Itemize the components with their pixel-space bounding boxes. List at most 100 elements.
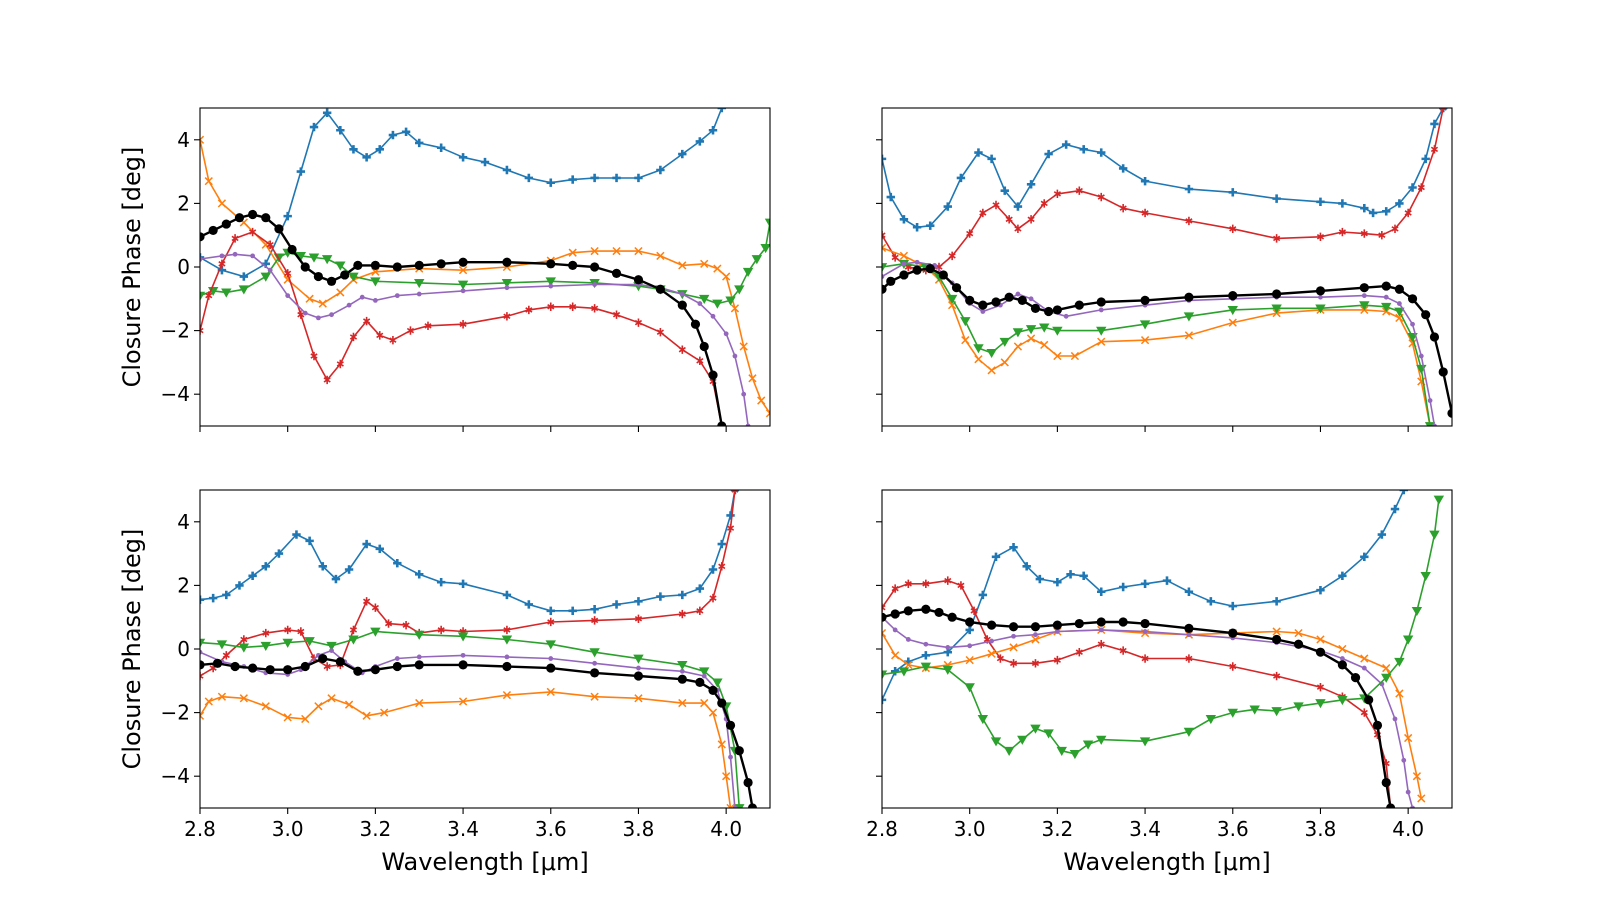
data-point [901, 261, 907, 267]
data-point [592, 282, 598, 287]
data-point [314, 702, 323, 711]
data-point [945, 645, 951, 650]
data-point [590, 173, 599, 183]
data-point [904, 660, 913, 670]
data-point [1017, 295, 1027, 305]
data-point [284, 269, 292, 278]
data-point [977, 715, 989, 725]
data-point [1382, 663, 1391, 673]
data-point [1140, 336, 1150, 345]
data-point [1044, 306, 1054, 317]
data-point [375, 145, 384, 154]
data-point [327, 694, 336, 703]
data-point [1119, 646, 1127, 655]
data-point [633, 671, 644, 681]
data-point [1074, 300, 1084, 310]
data-point [335, 261, 346, 271]
data-point [882, 243, 887, 253]
data-point [1185, 216, 1193, 226]
data-point [238, 285, 250, 295]
data-point [1404, 208, 1412, 218]
data-point [222, 590, 231, 600]
data-point [990, 737, 1002, 747]
data-point [348, 272, 359, 282]
y-tick-label: −4 [161, 382, 190, 406]
data-point [437, 625, 445, 635]
data-point [1338, 227, 1346, 237]
data-point [1316, 197, 1325, 207]
data-point [1273, 671, 1281, 681]
data-point [274, 549, 284, 558]
data-point [200, 232, 205, 242]
data-point [394, 656, 400, 661]
data-point [216, 640, 228, 650]
data-point [376, 331, 384, 340]
x-tick-label: 2.8 [866, 817, 898, 841]
data-point [1228, 318, 1237, 327]
data-point [305, 536, 314, 546]
data-point [283, 211, 292, 221]
data-point [1030, 622, 1041, 632]
data-point [1316, 232, 1325, 241]
data-point [726, 523, 735, 533]
data-point [261, 562, 270, 571]
data-point [1028, 296, 1034, 302]
data-point [546, 259, 556, 269]
data-point [292, 530, 301, 539]
y-axis-label: Closure Phase [deg] [118, 147, 146, 388]
data-point [1027, 215, 1035, 224]
series-line [200, 649, 736, 808]
x-tick-label: 3.6 [535, 817, 567, 841]
data-point [678, 261, 687, 270]
data-point [283, 713, 292, 722]
data-point [260, 272, 271, 282]
data-point [957, 581, 965, 590]
data-point [634, 614, 643, 623]
data-point [250, 253, 256, 259]
data-point [1407, 294, 1418, 304]
data-point [548, 656, 554, 661]
data-point [1082, 740, 1094, 750]
data-point [1272, 627, 1281, 636]
data-point [331, 574, 341, 584]
data-point [1360, 654, 1369, 663]
data-point [1402, 635, 1414, 645]
data-point [239, 694, 248, 703]
data-point [634, 173, 643, 183]
y-tick-label: 2 [177, 191, 190, 215]
x-tick-label: 3.0 [954, 817, 986, 841]
data-point [944, 576, 952, 585]
data-point [1014, 224, 1022, 234]
data-point [295, 251, 307, 262]
data-point [1013, 202, 1023, 211]
data-point [1009, 543, 1018, 552]
data-point [886, 276, 896, 286]
data-point [1040, 199, 1048, 208]
data-point [1395, 689, 1404, 698]
data-point [221, 288, 232, 298]
data-point [612, 173, 621, 183]
data-point [1228, 188, 1237, 197]
data-point [678, 698, 687, 708]
data-point [457, 632, 469, 642]
data-point [205, 291, 213, 300]
x-tick-label: 3.8 [1305, 817, 1337, 841]
data-point [1381, 281, 1391, 291]
data-point [741, 391, 747, 397]
data-point [1063, 313, 1069, 319]
data-point [1421, 310, 1431, 320]
data-point [1139, 737, 1151, 747]
data-point [1315, 699, 1326, 709]
data-point [899, 270, 909, 280]
data-point [882, 274, 885, 279]
data-point [991, 552, 1001, 561]
data-point [961, 336, 970, 345]
data-point [696, 356, 704, 366]
data-point [231, 234, 239, 243]
data-point [979, 208, 987, 218]
data-point [1075, 186, 1083, 195]
data-point [591, 616, 599, 625]
data-point [732, 353, 738, 359]
data-point [679, 668, 685, 674]
series-4-x [200, 687, 735, 808]
